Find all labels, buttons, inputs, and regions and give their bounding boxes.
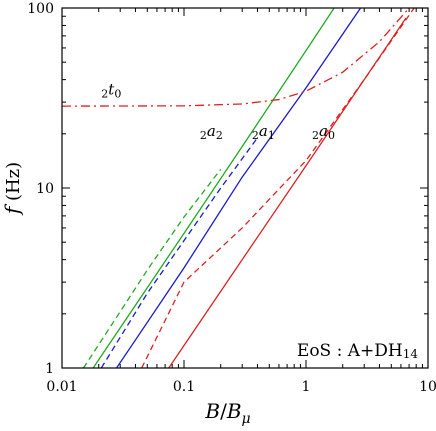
curve-a0_dashed [141, 8, 415, 368]
curve-label-suffix: 0 [114, 88, 121, 101]
curve-label-a1_solid: 2a1 [252, 122, 275, 142]
plot-area [61, 7, 429, 369]
curve-a2_dashed [82, 168, 222, 368]
x-axis-title-sep: / [220, 399, 227, 423]
curve-label-main: a [207, 122, 216, 140]
curve-label-a0_solid: 2a0 [312, 122, 335, 142]
plot-frame [61, 7, 429, 369]
curve-label-main: a [319, 122, 328, 140]
x-tick-label: 1 [302, 379, 311, 395]
x-axis-title-b: B [204, 399, 220, 423]
x-tick-label: 0.1 [173, 379, 195, 395]
curve-label-main: t [108, 81, 115, 99]
y-axis-title: f (Hz) [0, 162, 24, 216]
x-tick-label: 10 [419, 379, 436, 395]
curve-a2_solid [92, 8, 335, 368]
x-tick-label: 0.01 [46, 379, 77, 395]
curve-label-suffix: 2 [216, 129, 223, 142]
curve-a1_dashed [100, 137, 258, 368]
x-axis-title: B/Bμ [204, 399, 250, 427]
curve-label-suffix: 1 [268, 129, 275, 142]
x-axis-title-base: B [226, 399, 242, 423]
eos-annotation-text: EoS : A+DH [297, 341, 403, 361]
ticks-group [61, 8, 428, 369]
curve-a0_solid [168, 17, 407, 368]
curves-group [62, 8, 415, 368]
curve-label-prefix: 2 [252, 129, 259, 142]
curve-label-prefix: 2 [312, 129, 319, 142]
curve-label-a2_solid: 2a2 [200, 122, 223, 142]
curve-label-main: a [259, 122, 268, 140]
curve-a1_solid [116, 8, 362, 368]
y-axis-title-unit: (Hz) [3, 162, 24, 207]
eos-annotation-subscript: 14 [403, 347, 419, 361]
y-tick-label: 100 [27, 1, 54, 17]
curve-t0 [62, 8, 410, 107]
y-tick-label: 10 [36, 181, 54, 197]
curve-label-suffix: 0 [328, 129, 335, 142]
y-tick-label: 1 [45, 361, 54, 377]
curve-label-prefix: 2 [200, 129, 207, 142]
curve-label-t0: 2t0 [101, 81, 121, 101]
x-axis-title-sub: μ [242, 411, 251, 427]
curve-label-prefix: 2 [101, 88, 108, 101]
eos-annotation: EoS : A+DH14 [297, 341, 418, 361]
